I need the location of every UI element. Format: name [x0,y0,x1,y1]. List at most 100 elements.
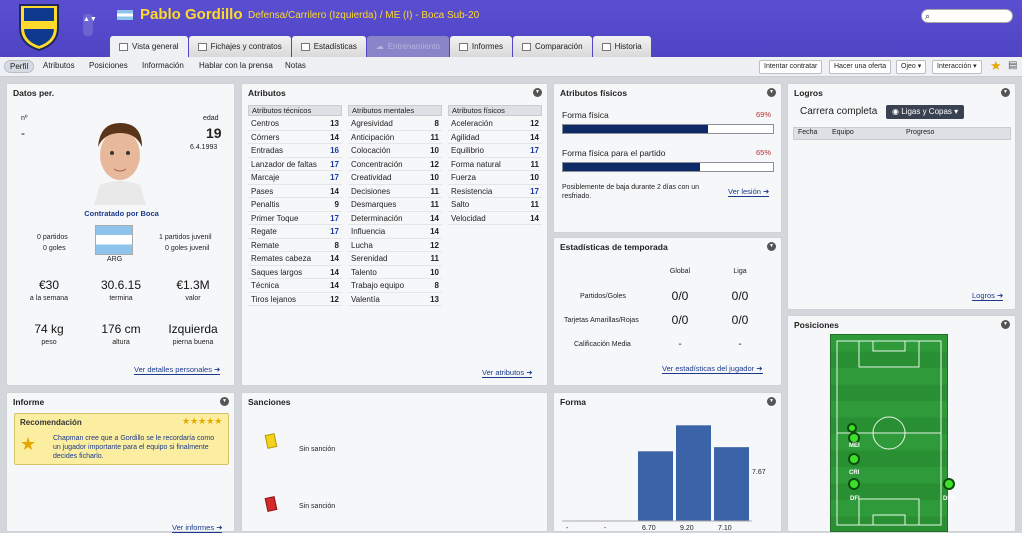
attribute-value: 11 [430,254,439,263]
attribute-name: Remates cabeza [251,254,312,263]
ver-lesion-link[interactable]: Ver lesión ➜ [728,187,770,197]
attribute-value: 11 [530,200,539,209]
form-bar [676,425,711,521]
tab-estadisticas[interactable]: Estadísticas [291,36,366,57]
subnav-informacion[interactable]: Información [142,61,184,70]
technical-attributes: Atributos técnicos Centros 13 Córners 14 Entr… [248,105,342,306]
tab-entrenamiento[interactable]: ☁ Entrenamiento [366,36,449,57]
attribute-value: 8 [434,119,439,128]
attribute-name: Desmarques [351,200,397,209]
position-mei-dot[interactable] [848,432,860,444]
preferred-foot-value: Izquierda [168,322,218,336]
search-input[interactable]: ⌕ [921,9,1013,23]
ver-atributos-link[interactable]: Ver atributos ➜ [482,368,533,378]
panel-atributos-fisicos: Atributos físicos ▼ Forma física 69% For… [553,83,782,233]
subnav-perfil[interactable]: Perfil [4,60,35,73]
attribute-row: Córners 14 [248,131,342,144]
panel-menu-icon[interactable]: ▼ [767,397,776,406]
attribute-row: Resistencia 17 [448,185,542,198]
panel-title: Atributos físicos [560,88,628,98]
attribute-value: 8 [334,240,339,250]
star-favorite-icon[interactable]: ★ [990,58,1002,73]
senior-matches: 0 partidos [37,234,68,241]
position-cri-dot[interactable] [848,453,860,465]
subnav-posiciones[interactable]: Posiciones [89,61,128,70]
column-liga: Liga [733,268,747,275]
attribute-row: Influencia 14 [348,225,442,239]
attribute-name: Decisiones [351,186,391,196]
panel-menu-icon[interactable]: ▼ [767,242,776,251]
panel-menu-icon[interactable]: ▼ [767,88,776,97]
youth-matches: 1 partidos juvenil [159,234,212,241]
contract-club-link[interactable]: Contratado por Boca [84,209,159,218]
player-portrait [94,123,146,205]
tab-fichajes[interactable]: Fichajes y contratos [188,36,291,57]
attribute-name: Saques largos [251,267,303,277]
attribute-value: 11 [430,200,439,209]
stat-value: 0/0 [671,289,689,303]
nation-flag-icon[interactable] [95,225,133,255]
position-dfi-dot[interactable] [848,478,860,490]
attribute-value: 14 [330,132,339,142]
attribute-value: 10 [430,173,439,182]
position-dfd-dot[interactable] [943,478,955,490]
attribute-value: 12 [430,240,439,250]
attribute-name: Colocación [351,146,391,155]
attribute-name: Talento [351,267,377,277]
attribute-name: Córners [251,132,280,142]
club-crest-icon[interactable] [16,2,62,52]
interaccion-button[interactable]: Interacción ▾ [932,60,982,74]
panel-title: Logros [794,88,823,98]
position-cri-label: CRI [849,470,860,476]
panel-menu-icon[interactable]: ▼ [533,88,542,97]
attribute-value: 14 [330,186,339,196]
attribute-row: Anticipación 11 [348,131,442,144]
height-label: altura [112,339,130,346]
attribute-value: 10 [530,173,539,182]
attribute-name: Valentía [351,294,380,304]
subnav-atributos[interactable]: Atributos [43,61,75,70]
panel-menu-icon[interactable]: ▼ [220,397,229,406]
attribute-value: 14 [430,213,439,223]
forma-fisica-label: Forma física [562,110,609,120]
panel-title: Atributos [248,88,286,98]
panel-menu-icon[interactable]: ▼ [1001,320,1010,329]
history-icon [601,42,611,51]
red-card-icon [264,496,278,512]
subnav-hablar-prensa[interactable]: Hablar con la prensa [199,61,273,70]
hacer-oferta-button[interactable]: Hacer una oferta [829,60,892,74]
panel-logros: Logros ▼ Carrera completa ◉ Ligas y Copa… [787,83,1016,310]
attribute-row: Marcaje 17 [248,171,342,185]
ligas-copas-dropdown[interactable]: ◉ Ligas y Copas ▾ [886,105,965,119]
attribute-value: 14 [330,254,339,263]
attribute-name: Trabajo equipo [351,281,405,290]
stat-value: - [678,339,682,350]
form-bar-label: - [604,525,607,532]
player-name: Pablo Gordillo [140,6,243,23]
player-switch-arrows[interactable]: ▲▼ [83,14,97,36]
tab-comparacion[interactable]: Comparación [513,36,592,57]
number-label: nº [21,115,28,122]
add-note-icon[interactable]: ▤ [1008,60,1018,71]
attribute-name: Serenidad [351,254,388,263]
panel-menu-icon[interactable]: ▼ [1001,88,1010,97]
tab-vista-general[interactable]: Vista general [110,36,188,57]
attribute-name: Tiros lejanos [251,294,297,304]
red-card-status: Sin sanción [299,503,336,510]
logros-link[interactable]: Logros ➜ [972,291,1004,301]
panel-forma: Forma ▼ 7.67 - - 6.70 9.20 7.10 [553,392,782,532]
tab-historia[interactable]: Historia [592,36,651,57]
attribute-row: Penaltis 9 [248,198,342,212]
position-dfd-label: DFD [943,496,956,502]
ojeo-button[interactable]: Ojeo ▾ [896,60,927,74]
tab-informes[interactable]: Informes [449,36,512,57]
form-bar-label: - [566,525,569,532]
subnav-notas[interactable]: Notas [285,61,306,70]
column-header: Atributos técnicos [248,105,342,116]
carrera-completa-tab[interactable]: Carrera completa [800,106,878,117]
ver-detalles-personales-link[interactable]: Ver detalles personales ➜ [134,365,221,375]
form-bar [638,451,673,521]
ver-estadisticas-link[interactable]: Ver estadísticas del jugador ➜ [662,364,763,374]
report-icon [458,42,468,51]
intentar-contratar-button[interactable]: Intentar contratar [759,60,823,74]
